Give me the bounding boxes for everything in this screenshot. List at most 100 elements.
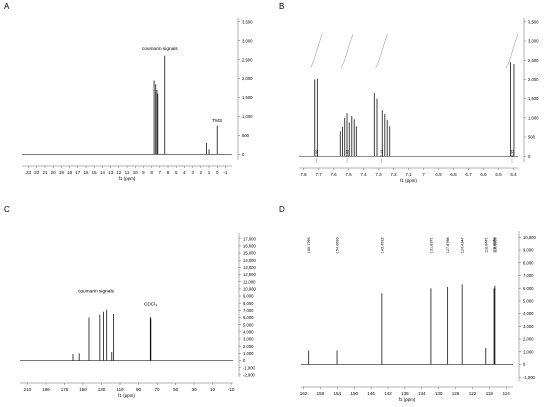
x-axis-label: f1 (ppm): [118, 393, 135, 398]
y-tick-label: 3,000: [242, 38, 253, 43]
x-tick-label: 70: [155, 387, 161, 392]
x-tick-label: 122: [469, 391, 477, 396]
y-tick-label: 7,000: [243, 308, 254, 313]
y-tick-label: 8,000: [523, 260, 534, 265]
y-tick-label: 0: [243, 358, 246, 363]
x-tick-label: 0: [216, 170, 219, 175]
x-tick-label: -10: [228, 387, 235, 392]
x-tick-label: 1: [208, 170, 211, 175]
y-tick-label: 1,000: [523, 349, 534, 354]
x-tick-label: 15: [92, 170, 98, 175]
x-tick-label: 6.6: [480, 172, 487, 177]
y-tick-label: 12,000: [243, 272, 256, 277]
x-tick-label: 8: [150, 170, 153, 175]
x-tick-label: 6.4: [510, 172, 517, 177]
y-tick-label: 7,000: [523, 273, 534, 278]
y-tick-label: 3,500: [528, 19, 539, 24]
x-tick-label: 7.5: [345, 172, 352, 177]
x-tick-label: 150: [350, 391, 358, 396]
y-tick-label: 0: [528, 154, 531, 159]
x-tick-label: 7.7: [315, 172, 322, 177]
panel-label-c: C: [4, 205, 10, 214]
x-tick-label: 22: [34, 170, 40, 175]
x-tick-label: 90: [136, 387, 142, 392]
y-tick-label: -1,000: [243, 365, 256, 370]
x-tick-label: 6.7: [465, 172, 472, 177]
x-tick-label: 10: [133, 170, 139, 175]
y-tick-label: 2,000: [242, 76, 253, 81]
x-tick-label: 118: [486, 391, 494, 396]
x-axis-label: f1 (ppm): [399, 397, 416, 402]
x-tick-label: 13: [108, 170, 114, 175]
y-tick-label: 3,000: [243, 337, 254, 342]
peak-shift-label: 124.4347: [461, 237, 465, 253]
x-tick-label: 158: [317, 391, 325, 396]
x-tick-label: 30: [192, 387, 198, 392]
y-tick-label: -1,000: [523, 375, 536, 380]
peak-shift-label: 116.6863: [493, 237, 497, 253]
x-tick-label: 170: [61, 387, 69, 392]
x-tick-label: 7.2: [390, 172, 397, 177]
x-tick-label: 20: [51, 170, 57, 175]
y-tick-label: 10,000: [523, 235, 536, 240]
peak-shift-label: 143.4512: [380, 237, 384, 253]
peak-shift-label: 160.7793: [307, 237, 311, 253]
chart-a: 23 22 21 20 19 18 17 16 15 14 13 12 11 10 9 8 7 6 5 4 3 2 1 0 -1…: [22, 18, 253, 181]
y-tick-label: 5,000: [243, 322, 254, 327]
x-tick-label: 210: [24, 387, 32, 392]
panel-label-b: B: [279, 2, 285, 11]
x-axis-label: f1 (ppm): [119, 176, 136, 181]
x-tick-label: 150: [79, 387, 87, 392]
annotation-1: TMS: [212, 118, 222, 124]
x-tick-label: 19: [59, 170, 65, 175]
y-tick-label: 9,000: [523, 248, 534, 253]
integral-curve-2: [375, 33, 388, 69]
x-tick-label: 6.8: [450, 172, 457, 177]
x-tick-label: 146: [367, 391, 375, 396]
y-tick-label: 11,000: [243, 279, 256, 284]
panel-c: C 210 190 170 150 130 110 90 70 50 30 10 -10 f1 (ppm…: [0, 203, 275, 406]
y-tick-label: 2,500: [528, 58, 539, 63]
x-tick-label: 7.1: [405, 172, 412, 177]
x-tick-label: 7.4: [360, 172, 367, 177]
y-tick-label: 2,000: [243, 344, 254, 349]
integral-label: 0.95: [511, 150, 515, 157]
peak-shift-label: 118.8441: [484, 237, 488, 253]
x-tick-label: 7: [422, 172, 425, 177]
x-tick-label: 6.9: [435, 172, 442, 177]
panel-b: B 7.8 7.7 7.6 7.5 7.4 7.3 7.2 7.1 7 6.9 6.8 6.7 6.6 6…: [275, 0, 550, 203]
integral-curve-1: [340, 33, 354, 69]
x-tick-label: 9: [142, 170, 145, 175]
panel-label-a: A: [4, 2, 10, 11]
y-tick-label: 500: [242, 133, 250, 138]
y-tick-label: 1,500: [528, 96, 539, 101]
x-tick-label: 134: [418, 391, 426, 396]
x-tick-label: 5: [175, 170, 178, 175]
y-tick-label: 6,000: [523, 286, 534, 291]
y-tick-label: 15,000: [243, 251, 256, 256]
x-tick-label: 154: [334, 391, 342, 396]
y-tick-label: 2,000: [523, 337, 534, 342]
x-tick-label: 4: [183, 170, 186, 175]
integral-curve-0: [310, 33, 323, 69]
y-tick-label: 1,000: [243, 351, 254, 356]
y-tick-label: 6,000: [243, 315, 254, 320]
x-tick-label: 130: [435, 391, 443, 396]
y-tick-label: 14,000: [243, 258, 256, 263]
x-tick-label: 190: [42, 387, 50, 392]
chart-c: 210 190 170 150 130 110 90 70 50 30 10 -10 f1 (ppm) -…: [20, 233, 256, 398]
x-tick-label: 21: [42, 170, 48, 175]
annotation-0: coumarin signals: [142, 46, 179, 52]
y-tick-label: 4,000: [523, 311, 534, 316]
y-tick-label: 16,000: [243, 243, 256, 248]
peak-shift-label: 154.0610: [336, 237, 340, 253]
y-tick-label: 13,000: [243, 265, 256, 270]
y-tick-label: 3,000: [528, 39, 539, 44]
peak-shift-label: 127.8768: [446, 237, 450, 253]
y-tick-label: 10,000: [243, 286, 256, 291]
x-tick-label: 23: [26, 170, 32, 175]
y-tick-label: 500: [528, 135, 536, 140]
y-tick-label: 8,000: [243, 301, 254, 306]
x-tick-label: 142: [384, 391, 392, 396]
x-tick-label: 130: [98, 387, 106, 392]
